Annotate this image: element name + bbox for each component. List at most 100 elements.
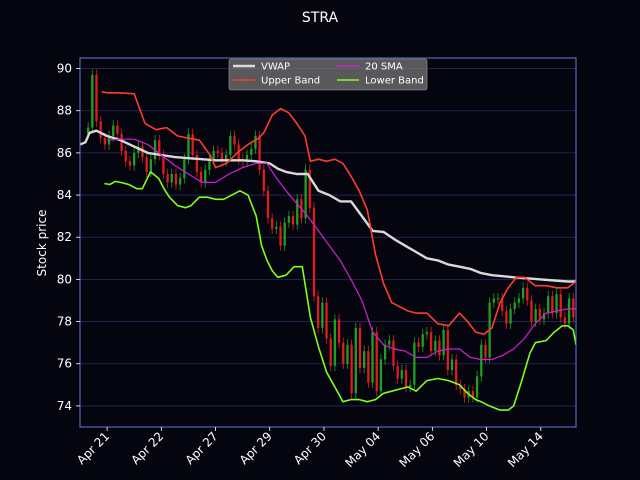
candle-body (417, 342, 420, 347)
candle-body (91, 74, 94, 128)
legend-label: Upper Band (261, 76, 320, 87)
candle-body (204, 169, 207, 183)
candle-body (250, 148, 253, 155)
candle-body (496, 298, 500, 300)
candle-body (304, 169, 307, 219)
y-tick-label: 80 (57, 272, 72, 286)
candle-body (455, 359, 458, 385)
candle-body (471, 391, 475, 398)
candle-body (509, 308, 512, 324)
candle-body (350, 344, 353, 394)
candle-body (505, 311, 508, 324)
candle-body (291, 216, 295, 225)
candle-body (475, 376, 479, 398)
candle-body (542, 313, 546, 320)
candle-body (450, 359, 454, 371)
axes-frame (79, 57, 577, 428)
candle-body (162, 154, 165, 174)
candle-body (245, 154, 249, 162)
legend-box (228, 58, 428, 91)
candle-body (383, 344, 387, 360)
candle-body (86, 127, 90, 134)
candle-body (170, 173, 173, 183)
candle-body (317, 296, 320, 328)
candle-body (120, 133, 123, 151)
candle-body (178, 178, 182, 185)
candle-body (463, 389, 466, 398)
candle-body (195, 154, 199, 172)
candle-body (229, 136, 232, 155)
candle-body (367, 351, 370, 383)
candle-body (459, 384, 462, 390)
candle-body (220, 152, 224, 162)
candle-body (446, 330, 449, 371)
candle-body (166, 173, 169, 183)
candle-body (308, 169, 311, 208)
candle-body (271, 218, 274, 229)
candle-body (208, 159, 211, 170)
y-tick-label: 84 (57, 188, 72, 202)
candle-body (275, 226, 278, 229)
candle-body (371, 332, 374, 383)
y-tick-label: 78 (57, 315, 72, 329)
candle-body (538, 308, 541, 320)
candle-body (400, 370, 403, 379)
candle-body (116, 125, 119, 134)
candle-body (183, 159, 186, 179)
legend: VWAP Upper Band 20 SMA Lower Band (228, 58, 428, 91)
y-axis-label: Stock price (35, 210, 49, 277)
candle-body (438, 340, 441, 356)
candle-body (312, 207, 316, 297)
candle-body (530, 300, 533, 322)
candle-body (141, 146, 144, 158)
candle-body (375, 332, 378, 392)
series-line-upper-band (101, 90, 577, 335)
candle-body (567, 298, 571, 324)
candle-body (354, 327, 357, 394)
candle-body (404, 370, 408, 387)
candle-body (572, 298, 575, 318)
candle-body (346, 344, 349, 364)
candle-body (517, 298, 521, 303)
candle-body (484, 344, 487, 358)
y-tick-label: 82 (57, 230, 72, 244)
candle-body (329, 338, 332, 366)
candle-body (187, 133, 190, 160)
candle-body (526, 287, 529, 301)
legend-label: VWAP (261, 62, 290, 73)
y-tick-label: 74 (57, 399, 72, 413)
candle-body (442, 330, 445, 356)
candle-body (174, 173, 178, 185)
candle-body (199, 171, 203, 183)
candle-body (501, 298, 504, 312)
candle-body (563, 317, 567, 324)
candle-body (413, 342, 416, 385)
candle-body (296, 199, 299, 225)
candle-body (287, 216, 291, 223)
candle-body (480, 344, 483, 377)
candle-body (379, 359, 383, 392)
candle-body (254, 136, 257, 149)
series-line-lower-band (104, 171, 577, 411)
y-tick-label: 86 (57, 146, 72, 160)
y-axis: 74 76 78 80 82 84 86 88 90 (57, 62, 80, 413)
candlesticks (86, 69, 575, 403)
candle-body (342, 342, 345, 364)
candle-body (392, 340, 395, 366)
candle-body (216, 150, 219, 153)
candle-body (283, 222, 286, 246)
candle-body (99, 121, 102, 139)
candle-body (191, 133, 194, 155)
candle-body (128, 161, 132, 166)
candle-body (258, 136, 261, 170)
chart-title: STRA (302, 10, 339, 26)
candle-body (262, 169, 265, 191)
candle-body (112, 125, 115, 137)
candle-body (103, 138, 107, 145)
candle-body (212, 150, 215, 160)
candle-body (434, 340, 437, 352)
candle-body (555, 294, 558, 314)
candle-body (337, 319, 341, 343)
candle-body (513, 302, 516, 309)
